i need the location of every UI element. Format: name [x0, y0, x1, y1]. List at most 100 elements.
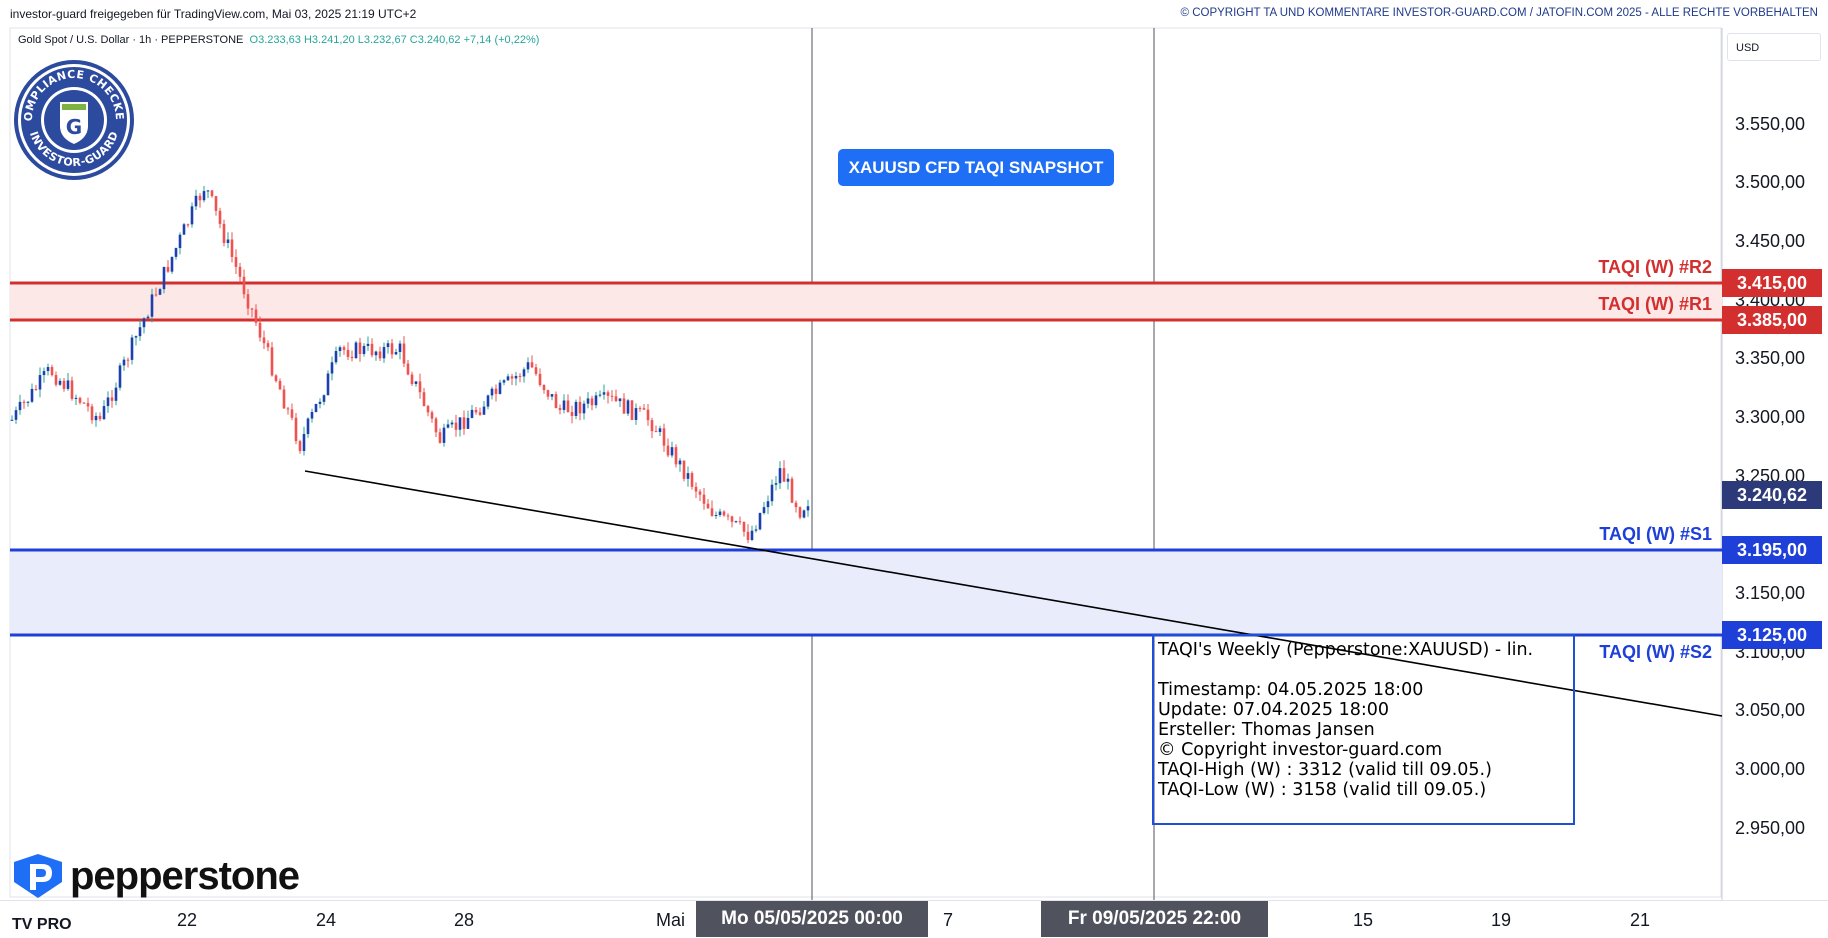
candle-body	[310, 412, 314, 419]
candle-body	[402, 343, 406, 364]
candle-body	[446, 424, 450, 428]
candle-body	[674, 447, 678, 465]
info-line: © Copyright investor-guard.com	[1158, 740, 1443, 760]
info-line: TAQI's Weekly (Pepperstone:XAUUSD) - lin…	[1158, 640, 1534, 660]
candle-body	[70, 380, 74, 399]
candle-body	[30, 388, 34, 402]
candle-body	[470, 409, 474, 418]
chart-border	[9, 27, 1722, 898]
candle-body	[442, 427, 446, 443]
candle-body	[306, 418, 310, 435]
candle-body	[450, 422, 454, 425]
candle-body	[646, 409, 650, 421]
candle-body	[714, 515, 718, 517]
candle-body	[430, 412, 434, 419]
candle-body	[270, 347, 274, 376]
candle-body	[594, 395, 598, 406]
candle-body	[642, 408, 646, 410]
candle-body	[458, 417, 462, 430]
candle-body	[606, 392, 610, 396]
candle-body	[294, 417, 298, 442]
candle-body	[370, 343, 374, 356]
candle-body	[638, 408, 642, 410]
candle-body	[614, 396, 618, 402]
candle-body	[238, 266, 242, 277]
time-tick: 24	[316, 910, 337, 930]
price-tick: 3.250,00	[1735, 465, 1806, 486]
info-line: Timestamp: 04.05.2025 18:00	[1158, 680, 1424, 700]
price-tick: 3.350,00	[1735, 348, 1806, 369]
candle-body	[670, 447, 674, 456]
symbol-info: Gold Spot / U.S. Dollar · 1h · PEPPERSTO…	[18, 34, 539, 46]
candle-body	[682, 460, 686, 479]
pepperstone-p-icon	[14, 854, 62, 898]
price-tick: 3.050,00	[1735, 700, 1806, 721]
candle-body	[734, 521, 738, 523]
candle-body	[162, 266, 166, 290]
candle-body	[106, 397, 110, 407]
candle-body	[210, 190, 214, 197]
candle-body	[722, 511, 726, 516]
candle-body	[198, 195, 202, 201]
candle-body	[486, 395, 490, 407]
time-axis[interactable]	[0, 900, 1828, 938]
snapshot-button[interactable]: XAUUSD CFD TAQI SNAPSHOT	[838, 149, 1114, 186]
candle-body	[178, 234, 182, 249]
candle-body	[46, 367, 50, 372]
level-label-s2: TAQI (W) #S2	[1599, 642, 1712, 662]
candle-body	[622, 398, 626, 414]
ohlc-values: O3.233,63 H3.241,20 L3.232,67 C3.240,62 …	[249, 34, 540, 46]
candle-body	[494, 388, 498, 394]
candle-body	[26, 401, 30, 403]
candle-body	[574, 401, 578, 416]
candle-body	[326, 373, 330, 396]
share-info: investor-guard freigegeben für TradingVi…	[10, 7, 417, 21]
candle-body	[130, 337, 134, 360]
candle-body	[490, 388, 494, 396]
candle-body	[278, 380, 282, 390]
candle-body	[242, 276, 246, 295]
candle-body	[86, 403, 90, 407]
time-tick: 28	[454, 910, 475, 930]
candle-body	[774, 483, 778, 485]
candle-body	[718, 511, 722, 516]
level-label-s1: TAQI (W) #S1	[1599, 524, 1712, 544]
time-tick: Mai	[656, 910, 686, 930]
price-tick: 3.000,00	[1735, 758, 1806, 779]
candle-body	[118, 365, 122, 388]
candle-body	[474, 409, 478, 413]
price-tag-current: 3.240,62	[1722, 481, 1822, 509]
crosshair-time-tag-1: Mo 05/05/2025 00:00	[696, 901, 928, 937]
taqi-info-box[interactable]: TAQI's Weekly (Pepperstone:XAUUSD) - lin…	[1152, 634, 1575, 825]
candle-body	[94, 415, 98, 421]
candle-body	[478, 412, 482, 415]
candle-body	[150, 294, 154, 317]
candle-body	[102, 406, 106, 420]
candle-body	[578, 401, 582, 414]
candle-body	[350, 356, 354, 359]
pepperstone-logo: pepperstone	[12, 852, 300, 900]
candle-body	[234, 256, 238, 267]
info-line: TAQI-Low (W) : 3158 (valid till 09.05.)	[1158, 780, 1487, 800]
time-tick: 22	[177, 910, 198, 930]
candle-body	[762, 507, 766, 514]
candle-body	[50, 367, 54, 376]
candle-body	[38, 375, 42, 390]
candle-body	[702, 494, 706, 504]
candle-body	[650, 420, 654, 432]
candle-body	[362, 345, 366, 355]
currency-selector[interactable]: USD	[1727, 33, 1821, 61]
info-line: Ersteller: Thomas Jansen	[1158, 720, 1375, 740]
candle-body	[22, 401, 26, 403]
candle-body	[98, 415, 102, 420]
candle-body	[290, 409, 294, 418]
candle-body	[770, 484, 774, 502]
candle-body	[322, 395, 326, 402]
resistance-zone	[10, 283, 1722, 320]
candle-body	[246, 294, 250, 309]
candle-body	[74, 397, 78, 399]
level-label-r2: TAQI (W) #R2	[1598, 257, 1712, 277]
candle-body	[14, 410, 18, 420]
candle-body	[466, 417, 470, 429]
candle-body	[730, 516, 734, 522]
